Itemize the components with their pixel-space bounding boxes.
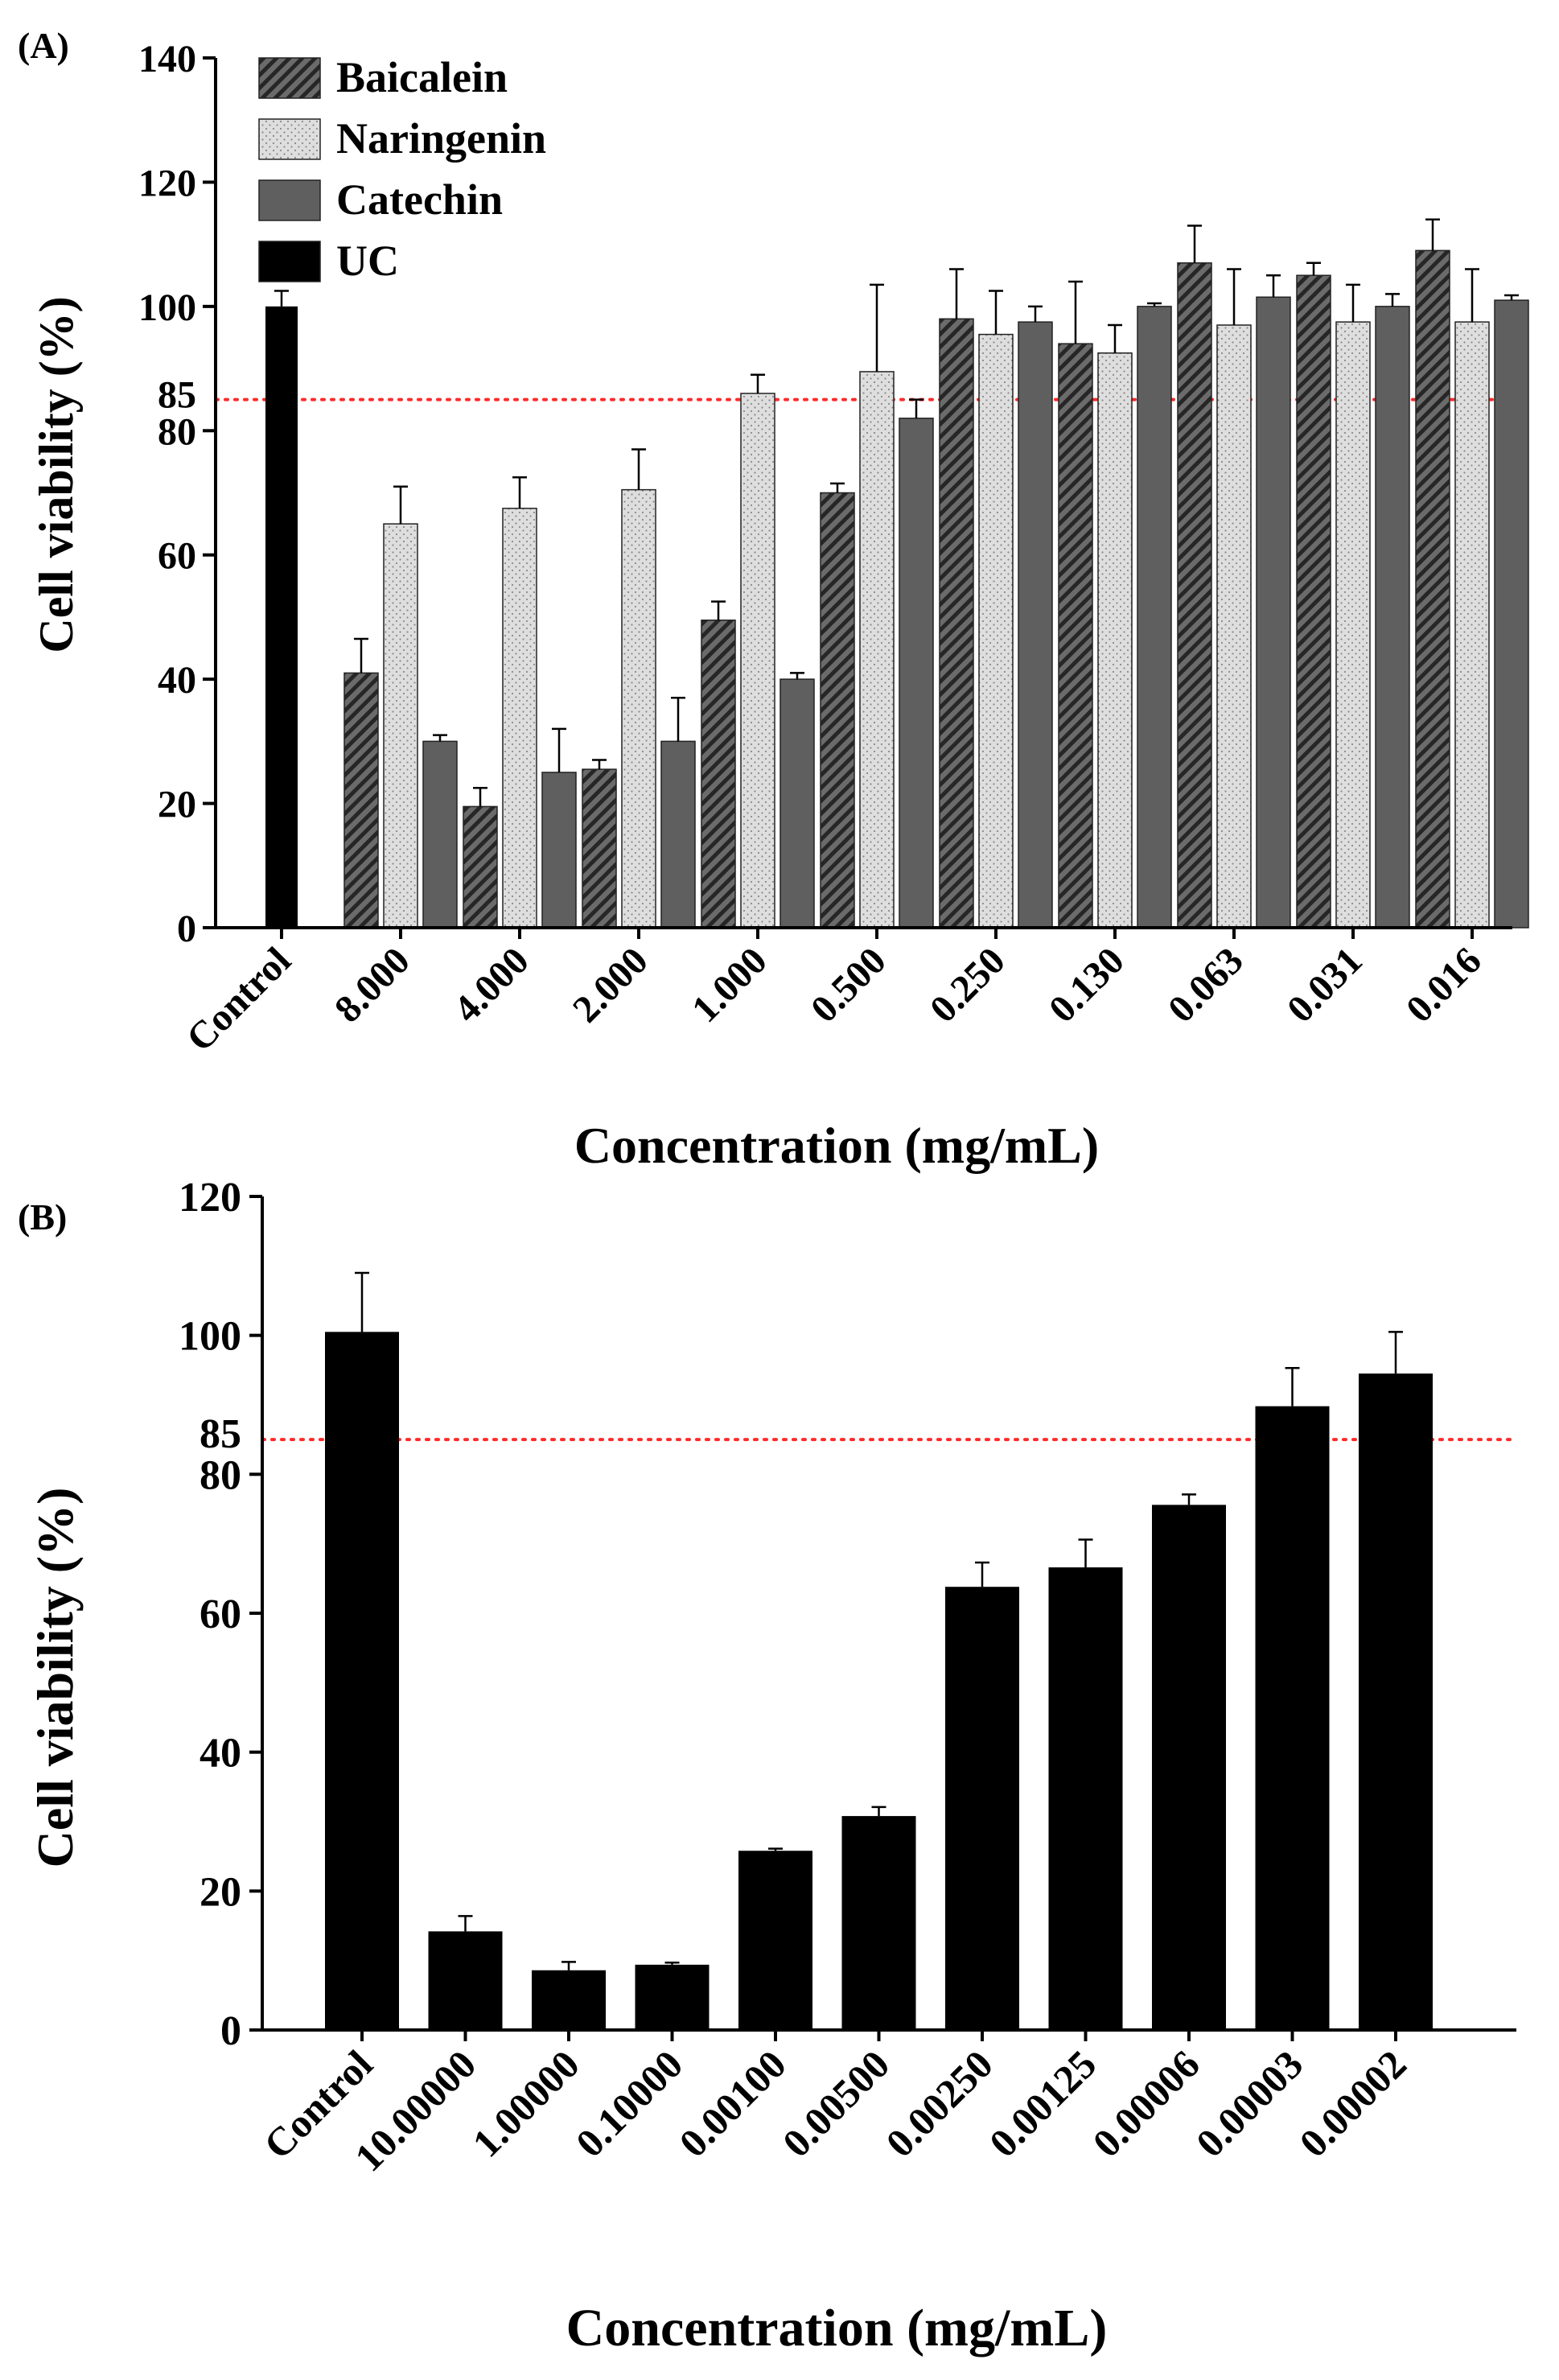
panel-a-bar-catechin [1494,299,1529,929]
panel-b-bar [1359,1373,1433,2030]
panel-a-bar-baicalein [343,672,379,929]
panel-a-y-tick-label: 100 [138,286,196,329]
panel-a-y-tick-label: 60 [158,535,196,578]
panel-a-bar-naringenin [1097,352,1133,929]
panel-a-bar-baicalein [701,620,736,929]
panel-a-bar-naringenin [1335,321,1371,929]
panel-a-bar-catechin [1018,321,1053,929]
panel-b-bar [738,1851,812,2030]
panel-a-x-tick-label: 8.000 [327,939,418,1031]
panel-a-bar-catechin [899,418,934,929]
panel-a-bar-catechin [780,678,815,929]
panel-b-x-axis-label: Concentration (mg/mL) [566,2299,1108,2357]
panel-a-bar-baicalein [463,805,498,929]
panel-a-legend-label: UC [336,237,399,285]
panel-b-bar [532,1970,606,2030]
panel-a-legend-label: Baicalein [336,53,508,101]
panel-a-chart: (A) Cell viability (%) Concentration (mg… [18,25,1529,1174]
panel-b-y-tick-label: 60 [200,1591,241,1637]
panel-b-y-tick-label: 40 [200,1731,241,1777]
panel-a-legend-swatch [258,241,321,282]
panel-a-x-tick-label: 1.000 [684,939,775,1031]
panel-a-x-tick-label: 0.500 [803,939,895,1031]
panel-b-x-tick-label: 0.00250 [877,2041,1002,2166]
panel-a-x-tick-label: 0.031 [1279,939,1371,1031]
panel-a-bar-baicalein [1177,262,1212,929]
panel-b-reference-label: 85 [200,1411,241,1457]
panel-b-bar [1048,1567,1123,2030]
panel-a-bar-naringenin [1454,321,1490,929]
panel-b-chart: (B) Cell viability (%) Concentration (mg… [18,1175,1518,2357]
panel-b-x-tick-label: 0.10000 [567,2041,692,2166]
panel-b-y-axis-label: Cell viability (%) [27,1488,84,1868]
panel-a-bar-naringenin [621,488,656,929]
panel-b-x-tick-label: 0.00125 [981,2041,1105,2166]
panel-a-legend-label: Naringenin [336,114,546,163]
panel-a-bar-naringenin [978,333,1014,929]
panel-a-reference-label: 85 [158,374,196,417]
panel-b-label: (B) [18,1196,67,1237]
panel-a-x-tick-label: 4.000 [446,939,537,1031]
panel-b-bar [325,1332,399,2030]
panel-a-legend-label: Catechin [336,175,503,224]
panel-b-x-tick-label: 0.00003 [1187,2041,1312,2166]
panel-a-bar-catechin [541,772,577,929]
panel-b-bar [1152,1505,1226,2030]
panel-a-bar-baicalein [939,318,974,929]
panel-a-legend: Baicalein Naringenin Catechin UC [258,53,546,285]
panel-b-y-tick-label: 120 [179,1175,241,1221]
panel-b-bar [945,1587,1019,2030]
panel-a-x-tick-label: 0.016 [1398,939,1490,1031]
panel-a-bar-catechin [1256,296,1291,929]
panel-a-x-tick-label: 2.000 [565,939,656,1031]
panel-b-y-tick-label: 20 [200,1869,241,1915]
panel-a-y-axis-label: Cell viability (%) [30,296,83,653]
panel-a-bar-catechin [1375,306,1410,929]
panel-b-bar [1255,1406,1330,2030]
panel-a-bar-baicalein [820,492,855,929]
panel-a-y-tick-label: 140 [138,38,196,80]
panel-a-label: (A) [18,25,69,66]
panel-a-y-tick-label: 40 [158,659,196,702]
panel-a-legend-swatch [258,118,321,160]
panel-a-bar-baicalein [1415,249,1450,929]
panel-a-y-tick-label: 0 [177,908,196,950]
panel-b-x-tick-label: 0.00002 [1290,2041,1415,2166]
panel-b-y-tick-label: 0 [220,2008,241,2054]
panel-a-bar-baicalein [1296,274,1331,929]
panel-a-legend-swatch [258,57,321,99]
panel-b-x-tick-label: 1.00000 [463,2041,588,2166]
panel-a-x-tick-label: 0.063 [1160,939,1252,1031]
panel-a-bar-baicalein [582,768,617,929]
panel-a-bar-catechin [660,740,696,929]
panel-b-bar [428,1931,503,2030]
panel-a-x-tick-label: 0.130 [1041,939,1133,1031]
panel-a-bar-control [265,306,298,928]
panel-b-x-tick-label: 0.00100 [670,2041,795,2166]
panel-a-bar-naringenin [502,508,537,929]
panel-a-bar-naringenin [859,371,895,929]
panel-a-x-tick-label: Control [179,939,299,1060]
panel-a-bar-baicalein [1058,343,1093,929]
panel-a-bar-naringenin [383,523,418,929]
panel-b-x-tick-label: 0.00006 [1084,2041,1208,2166]
panel-b-x-tick-label: 0.00500 [774,2041,899,2166]
panel-b-y-tick-label: 100 [179,1314,241,1360]
panel-a-legend-swatch [258,179,321,221]
panel-a-bar-naringenin [740,393,775,929]
panel-a-bar-catechin [1137,306,1172,929]
panel-a-bar-catechin [422,740,458,929]
panel-a-x-axis-label: Concentration (mg/mL) [574,1117,1099,1174]
panel-a-x-tick-label: 0.250 [922,939,1014,1031]
panel-a-bar-naringenin [1216,324,1252,929]
panel-a-y-tick-label: 80 [158,410,196,453]
panel-a-y-tick-label: 120 [138,162,196,204]
panel-b-bar [841,1816,916,2030]
panel-b-y-tick-label: 80 [200,1452,241,1498]
panel-a-y-tick-label: 20 [158,784,196,826]
panel-b-bar [635,1964,710,2030]
